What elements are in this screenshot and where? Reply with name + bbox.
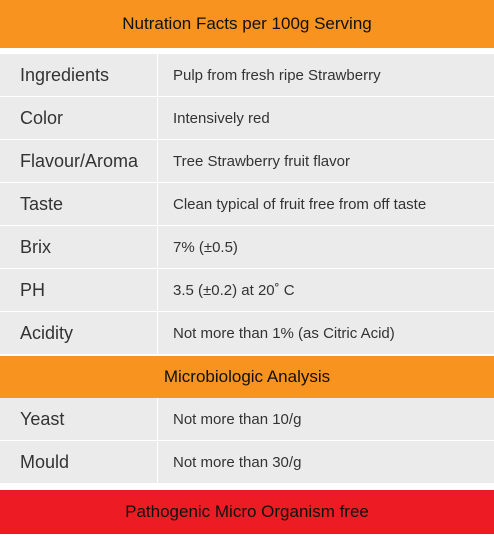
row-label-ph: PH	[0, 269, 158, 311]
table-row: Brix 7% (±0.5)	[0, 226, 494, 269]
row-label-yeast: Yeast	[0, 398, 158, 440]
row-value-brix: 7% (±0.5)	[173, 238, 238, 256]
composition-rows: Ingredients Pulp from fresh ripe Strawbe…	[0, 54, 494, 355]
row-value-taste: Clean typical of fruit free from off tas…	[173, 195, 427, 213]
row-value-ingredients: Pulp from fresh ripe Strawberry	[173, 66, 381, 84]
table-header-band: Nutration Facts per 100g Serving	[0, 0, 494, 48]
table-row: Acidity Not more than 1% (as Citric Acid…	[0, 312, 494, 355]
table-row: Mould Not more than 30/g	[0, 441, 494, 484]
table-row: Taste Clean typical of fruit free from o…	[0, 183, 494, 226]
row-label-acidity: Acidity	[0, 312, 158, 354]
row-value-color: Intensively red	[173, 109, 270, 127]
row-label-flavour: Flavour/Aroma	[0, 140, 158, 182]
table-row: Ingredients Pulp from fresh ripe Strawbe…	[0, 54, 494, 97]
row-value-acidity: Not more than 1% (as Citric Acid)	[173, 324, 395, 342]
table-row: PH 3.5 (±0.2) at 20˚ C	[0, 269, 494, 312]
row-value-mould: Not more than 30/g	[173, 453, 302, 471]
table-title: Nutration Facts per 100g Serving	[122, 14, 372, 33]
row-value-flavour: Tree Strawberry fruit flavor	[173, 152, 350, 170]
microbiologic-section-header: Microbiologic Analysis	[0, 356, 494, 398]
row-label-mould: Mould	[0, 441, 158, 483]
table-row: Yeast Not more than 10/g	[0, 398, 494, 441]
row-value-ph: 3.5 (±0.2) at 20˚ C	[173, 281, 295, 299]
table-row: Flavour/Aroma Tree Strawberry fruit flav…	[0, 140, 494, 183]
row-label-ingredients: Ingredients	[0, 54, 158, 96]
row-label-color: Color	[0, 97, 158, 139]
section-title: Microbiologic Analysis	[163, 367, 331, 386]
row-label-taste: Taste	[0, 183, 158, 225]
table-row: Color Intensively red	[0, 97, 494, 140]
row-value-yeast: Not more than 10/g	[173, 410, 302, 428]
pathogen-free-banner: Pathogenic Micro Organism free	[0, 490, 494, 534]
row-label-brix: Brix	[0, 226, 158, 268]
microbiologic-rows: Yeast Not more than 10/g Mould Not more …	[0, 398, 494, 484]
footer-text: Pathogenic Micro Organism free	[125, 502, 369, 521]
